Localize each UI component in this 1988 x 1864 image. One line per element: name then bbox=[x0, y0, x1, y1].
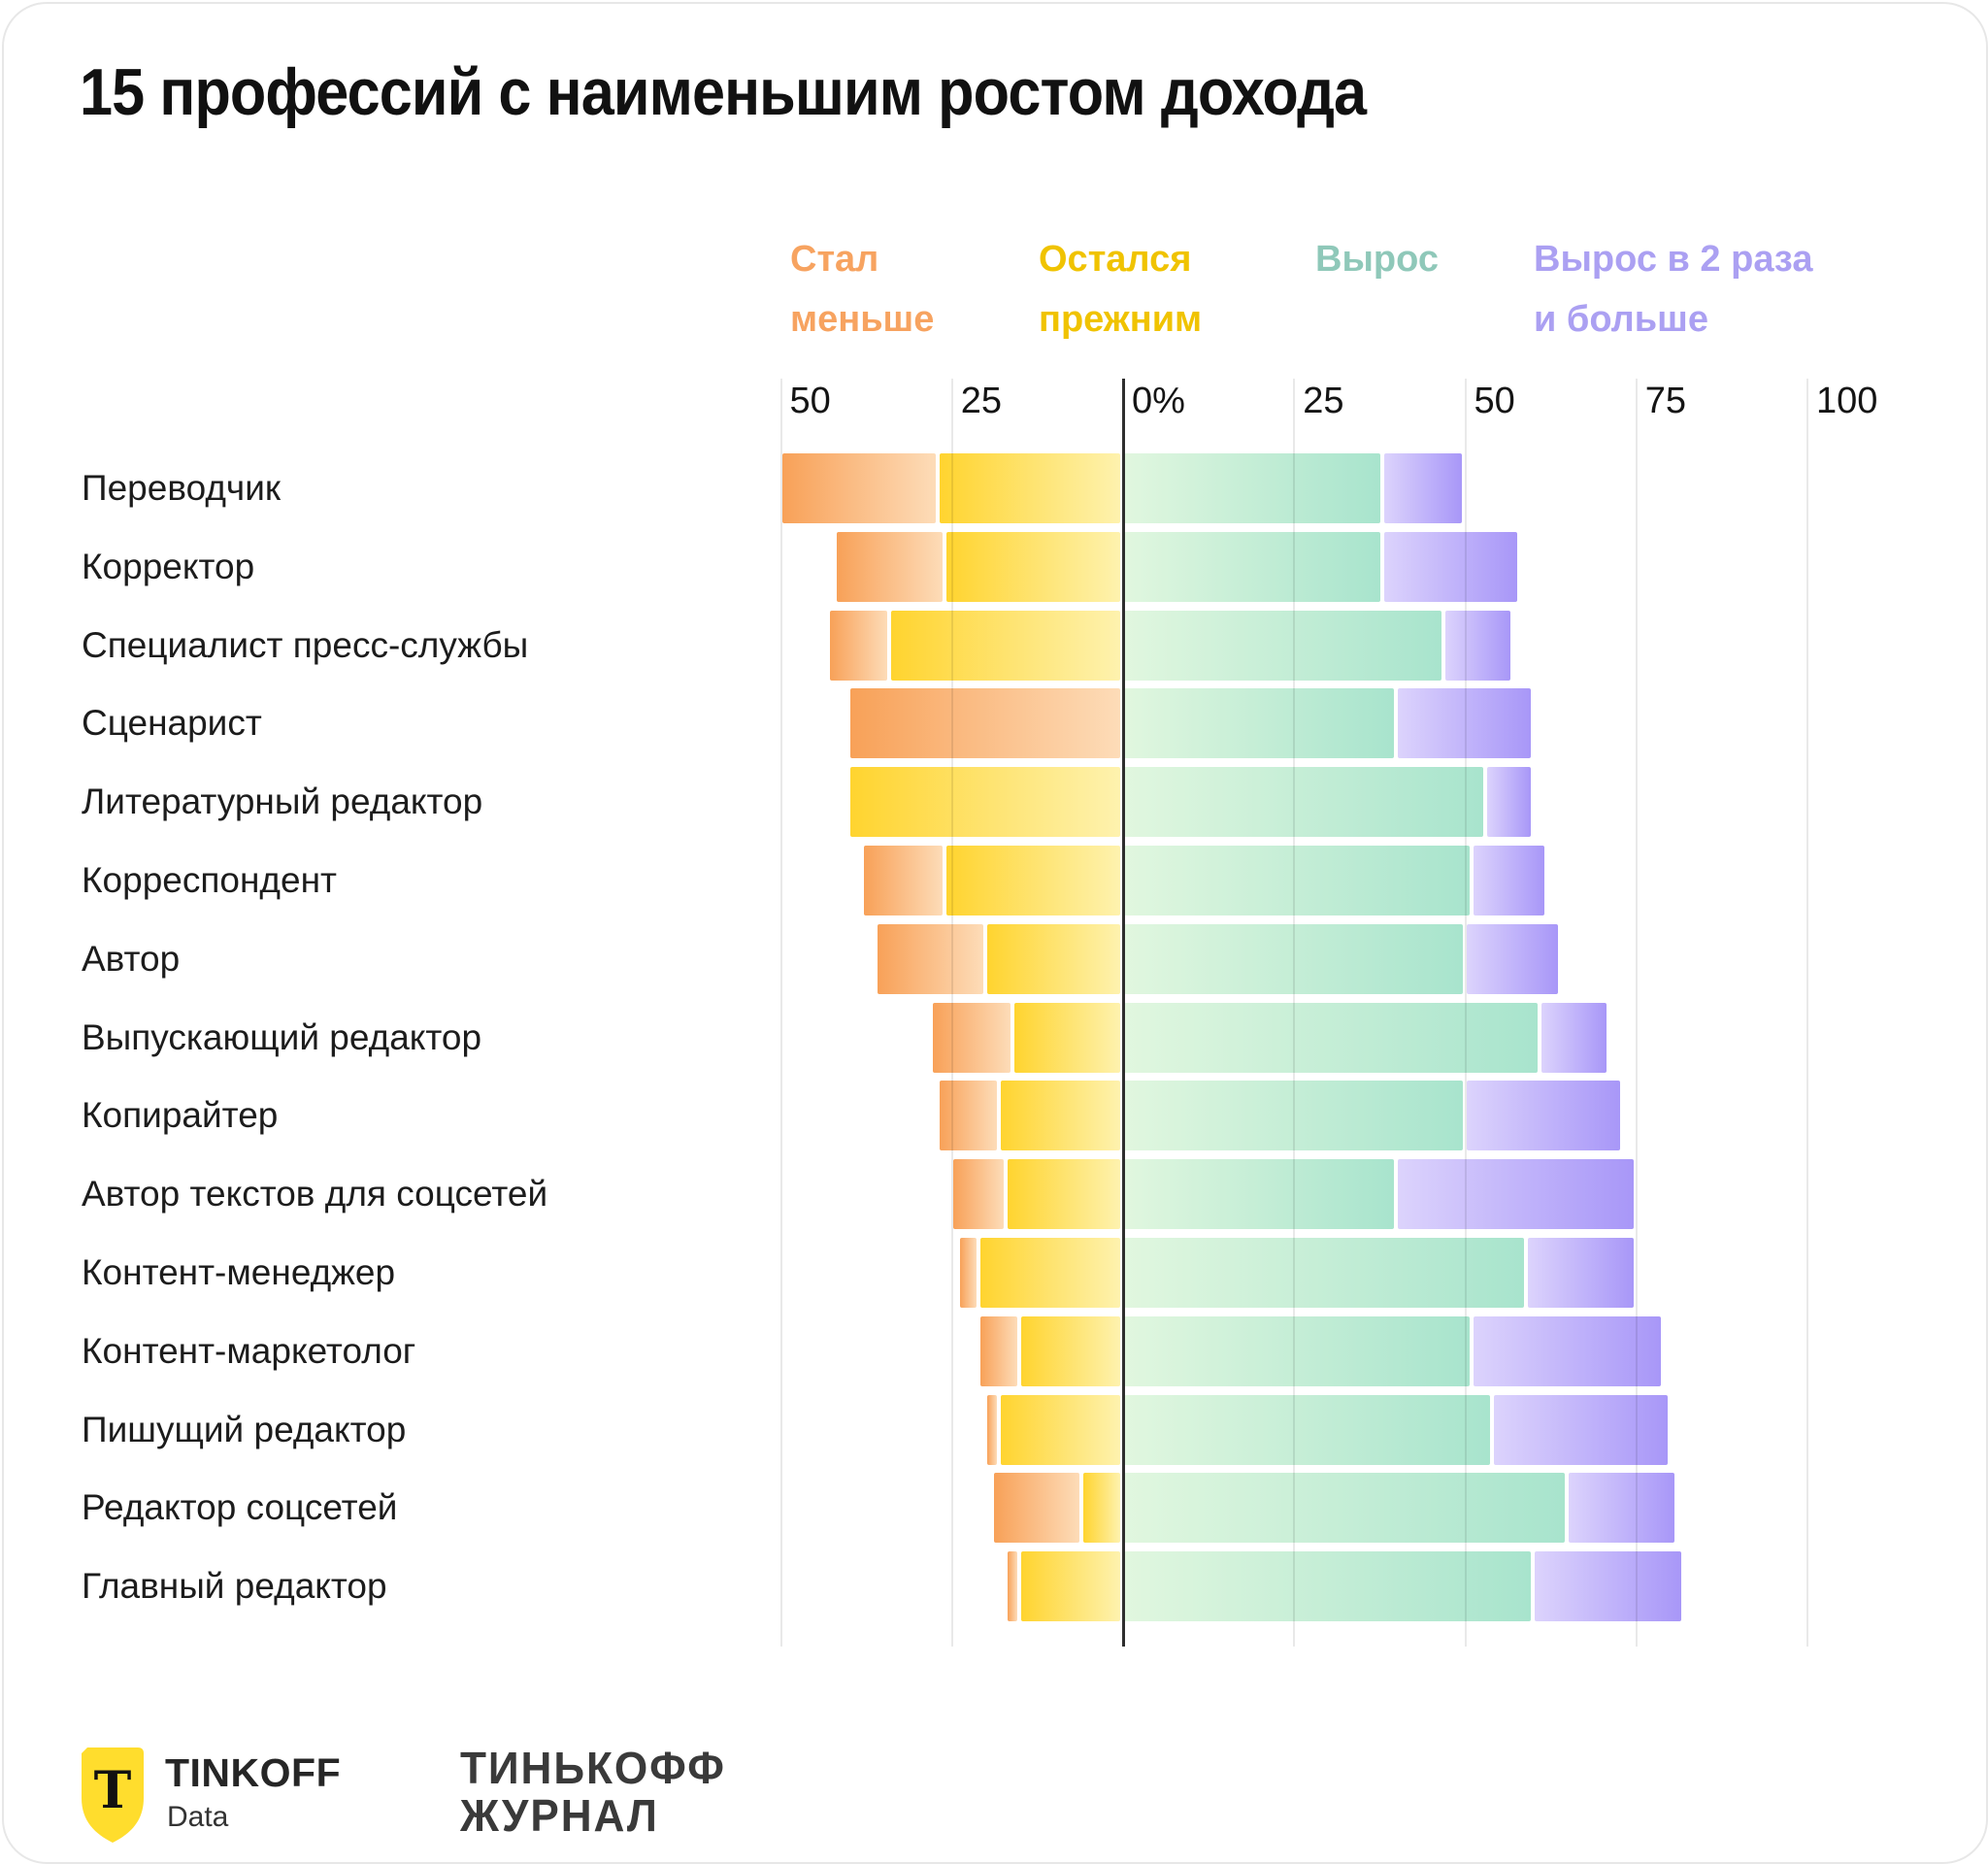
bar-segment-Остался прежним bbox=[999, 1392, 1122, 1467]
bar-segment-Вырос bbox=[1122, 1000, 1541, 1075]
gridline bbox=[1293, 379, 1296, 1647]
bar-segment-Вырос в 2 раза и больше bbox=[1464, 921, 1561, 996]
bar-segment-Вырос bbox=[1122, 529, 1382, 604]
bar-segment-Остался прежним bbox=[977, 1236, 1122, 1310]
zero-axis-line bbox=[1122, 379, 1125, 1647]
bar-segment-Стал меньше bbox=[1006, 1549, 1020, 1624]
bar-segment-Остался прежним bbox=[1006, 1157, 1122, 1232]
tinkoff-data-label: Data bbox=[167, 1801, 229, 1833]
bar-segment-Вырос в 2 раза и больше bbox=[1443, 608, 1512, 682]
bar-segment-Вырос в 2 раза и больше bbox=[1396, 686, 1533, 761]
bar-segment-Стал меньше bbox=[992, 1471, 1081, 1546]
bar-segment-Вырос в 2 раза и больше bbox=[1533, 1549, 1684, 1624]
row-label: Выпускающий редактор bbox=[82, 1016, 482, 1057]
bar-segment-Стал меньше bbox=[957, 1236, 978, 1310]
bar-segment-Вырос bbox=[1122, 1314, 1472, 1388]
svg-text:T: T bbox=[94, 1761, 132, 1820]
tinkoff-wordmark: TINKOFF bbox=[165, 1750, 342, 1795]
gridline bbox=[1464, 379, 1467, 1647]
row-label: Главный редактор bbox=[82, 1566, 387, 1607]
bar-segment-Вырос в 2 раза и больше bbox=[1464, 1079, 1622, 1153]
bar-segment-Вырос bbox=[1122, 1471, 1568, 1546]
bar-segment-Стал меньше bbox=[827, 608, 890, 682]
bar-segment-Вырос в 2 раза и больше bbox=[1471, 844, 1547, 917]
bar-segment-Остался прежним bbox=[944, 844, 1122, 917]
bar-segment-Остался прежним bbox=[889, 608, 1122, 682]
tinkoff-journal-wordmark: ТИНЬКОФФ ЖУРНАЛ bbox=[460, 1743, 726, 1841]
row-label: Корректор bbox=[82, 546, 255, 586]
row-label: Автор bbox=[82, 938, 181, 979]
bar-segment-Вырос в 2 раза и больше bbox=[1491, 1392, 1670, 1467]
bar-segment-Вырос bbox=[1122, 608, 1444, 682]
axis-tick-label: 0% bbox=[1132, 381, 1185, 421]
bar-segment-Вырос bbox=[1122, 921, 1465, 996]
row-label: Специалист пресс-службы bbox=[82, 624, 529, 665]
row-label: Пишущий редактор bbox=[82, 1409, 407, 1449]
gridline bbox=[1635, 379, 1638, 1647]
bar-segment-Остался прежним bbox=[1019, 1314, 1122, 1388]
bar-segment-Вырос bbox=[1122, 1549, 1533, 1624]
axis-tick-label: 25 bbox=[960, 381, 1003, 421]
legend-item-1: Остался прежним bbox=[1039, 239, 1203, 340]
row-label: Литературный редактор bbox=[82, 782, 483, 822]
bar-segment-Стал меньше bbox=[876, 921, 985, 996]
axis-tick-label: 100 bbox=[1816, 381, 1878, 421]
row-label: Сценарист bbox=[82, 703, 262, 744]
row-label: Контент-маркетолог bbox=[82, 1330, 416, 1371]
bar-segment-Стал меньше bbox=[930, 1000, 1013, 1075]
gridline bbox=[779, 379, 782, 1647]
gridline bbox=[1806, 379, 1808, 1647]
bar-segment-Вырос bbox=[1122, 1236, 1526, 1310]
bar-segment-Вырос bbox=[1122, 686, 1396, 761]
bar-segment-Остался прежним bbox=[944, 529, 1122, 604]
row-label: Копирайтер bbox=[82, 1095, 279, 1136]
row-label: Корреспондент bbox=[82, 860, 337, 900]
row-label: Автор текстов для соцсетей bbox=[82, 1174, 548, 1215]
tinkoff-shield-logo-icon: T bbox=[82, 1748, 144, 1843]
bar-segment-Вырос в 2 раза и больше bbox=[1381, 529, 1519, 604]
legend-item-0: Стал меньше bbox=[790, 239, 935, 340]
bar-segment-Вырос в 2 раза и больше bbox=[1471, 1314, 1663, 1388]
bar-segment-Вырос в 2 раза и больше bbox=[1525, 1236, 1636, 1310]
bar-segment-Остался прежним bbox=[1012, 1000, 1122, 1075]
legend-item-2: Вырос bbox=[1315, 239, 1439, 280]
gridline bbox=[950, 379, 953, 1647]
bar-segment-Вырос bbox=[1122, 844, 1472, 917]
bar-segment-Остался прежним bbox=[937, 451, 1122, 525]
bar-segment-Вырос в 2 раза и больше bbox=[1540, 1000, 1608, 1075]
bar-segment-Вырос в 2 раза и больше bbox=[1484, 765, 1533, 840]
bar-segment-Вырос bbox=[1122, 765, 1485, 840]
bar-segment-Стал меньше bbox=[937, 1079, 1000, 1153]
bar-segment-Стал меньше bbox=[977, 1314, 1020, 1388]
bar-segment-Стал меньше bbox=[848, 686, 1122, 761]
bar-segment-Вырос в 2 раза и больше bbox=[1381, 451, 1465, 525]
bar-segment-Стал меньше bbox=[862, 844, 944, 917]
bar-segment-Вырос в 2 раза и больше bbox=[1567, 1471, 1677, 1546]
bar-segment-Стал меньше bbox=[985, 1392, 1000, 1467]
row-label: Контент-менеджер bbox=[82, 1252, 396, 1292]
axis-tick-label: 75 bbox=[1644, 381, 1687, 421]
axis-tick-label: 25 bbox=[1303, 381, 1344, 421]
bar-segment-Остался прежним bbox=[1019, 1549, 1122, 1624]
bar-segment-Стал меньше bbox=[950, 1157, 1007, 1232]
bar-segment-Вырос bbox=[1122, 1079, 1465, 1153]
page-title: 15 профессий с наименьшим ростом дохода bbox=[80, 55, 1367, 129]
bar-segment-Вырос bbox=[1122, 1392, 1492, 1467]
axis-tick-label: 50 bbox=[1474, 381, 1515, 421]
axis-tick-label: 50 bbox=[789, 381, 831, 421]
bar-segment-Вырос в 2 раза и больше bbox=[1396, 1157, 1636, 1232]
bar-segment-Вырос bbox=[1122, 451, 1382, 525]
bar-segment-Остался прежним bbox=[1080, 1471, 1122, 1546]
bar-segment-Вырос bbox=[1122, 1157, 1396, 1232]
bar-segment-Остался прежним bbox=[848, 765, 1122, 840]
legend-item-3: Вырос в 2 раза и больше bbox=[1534, 239, 1813, 340]
bar-segment-Остался прежним bbox=[999, 1079, 1122, 1153]
bar-segment-Стал меньше bbox=[779, 451, 938, 525]
bar-segment-Остался прежним bbox=[985, 921, 1122, 996]
row-label: Переводчик bbox=[82, 468, 282, 508]
row-label: Редактор соцсетей bbox=[82, 1487, 398, 1528]
bar-segment-Стал меньше bbox=[834, 529, 944, 604]
